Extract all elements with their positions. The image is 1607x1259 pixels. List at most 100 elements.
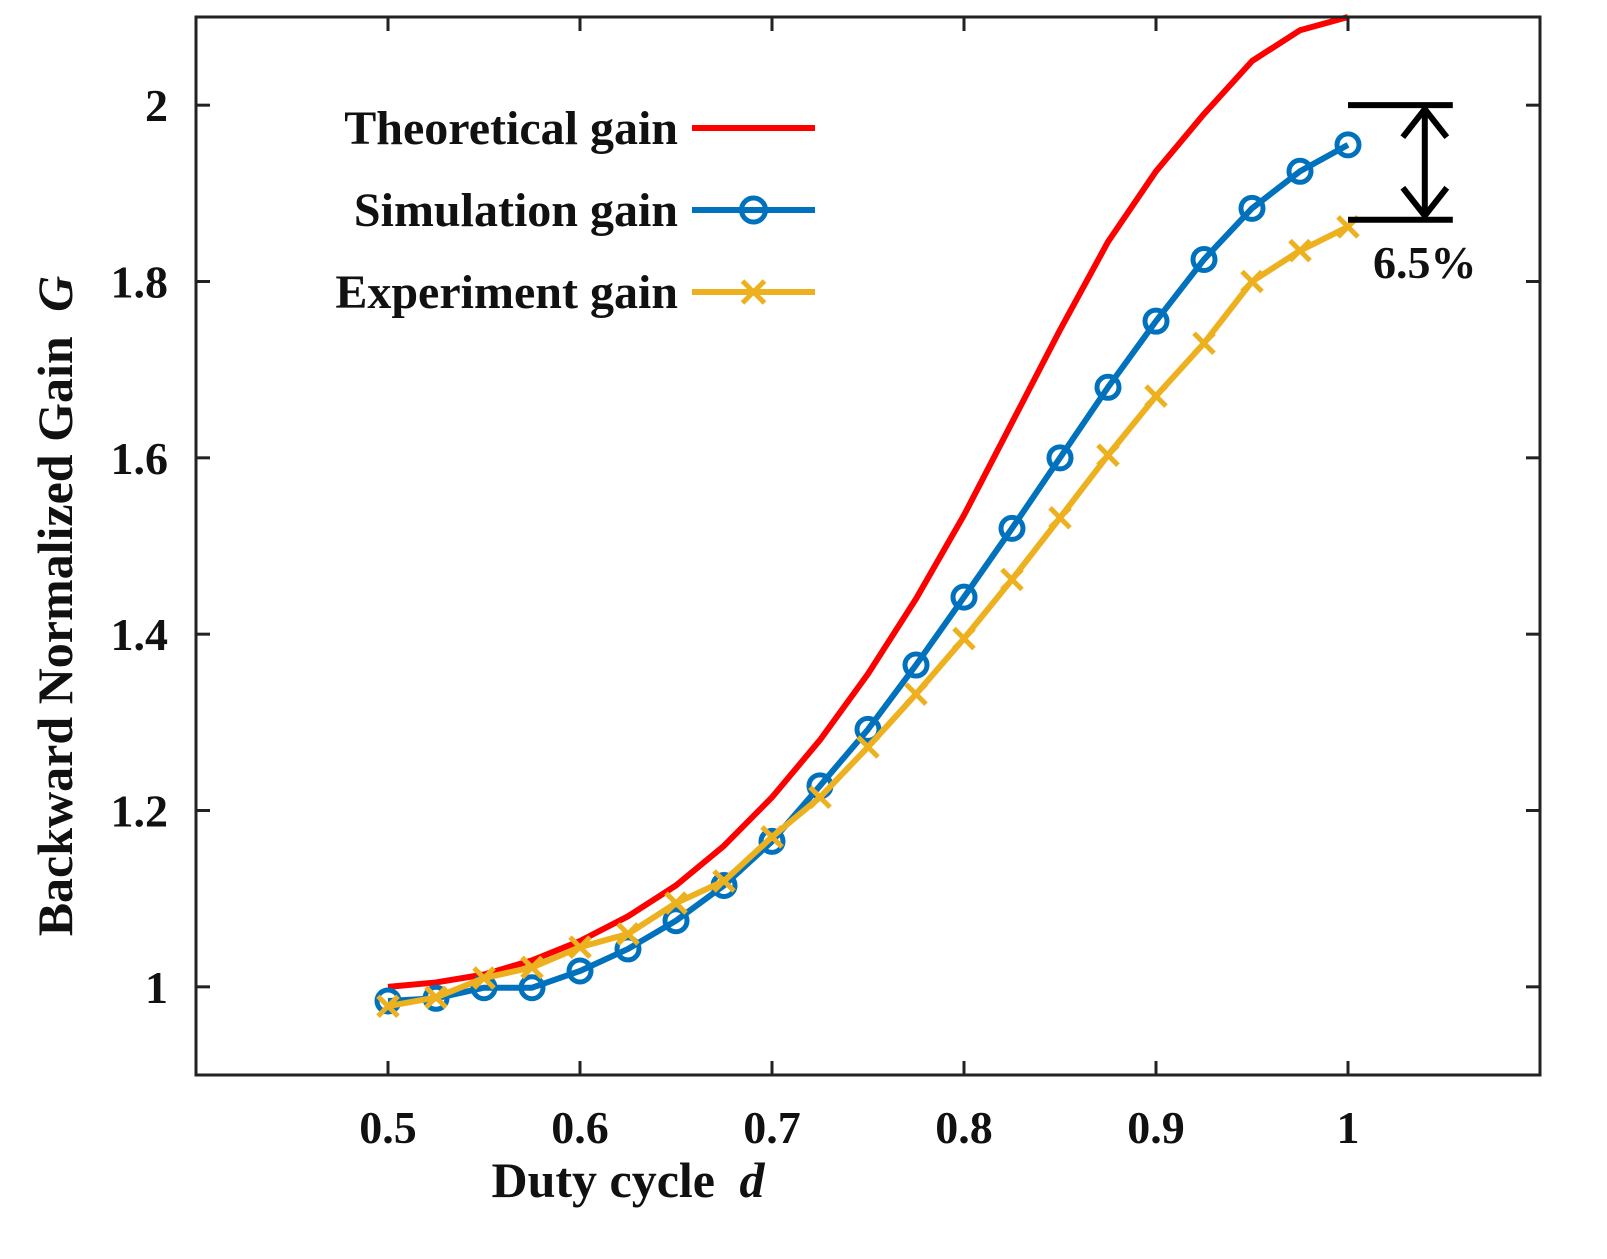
data-point-circle [566,957,594,985]
legend-label: Experiment gain [335,266,678,319]
legend-label: Simulation gain [354,184,678,237]
data-point-circle [1190,245,1218,273]
x-marker-stroke [616,922,640,946]
x-axis-variable: d [740,1152,766,1208]
x-tick-label: 0.8 [935,1102,993,1153]
annotation-layer: 6.5% [1348,102,1477,288]
x-marker-stroke [1288,238,1312,263]
series-experiment-gain [376,215,1360,1018]
annotation-arrowhead-top [1400,104,1450,140]
data-point-x [740,279,767,305]
x-marker-stroke [952,626,976,651]
data-point-x [520,955,544,980]
data-point-x [376,994,400,1018]
annotation-label: 6.5% [1373,237,1477,288]
annotation-arrowhead-bottom [1400,185,1450,221]
x-tick-label: 0.5 [359,1102,417,1153]
data-point-x [1000,567,1024,592]
data-point-circle [1094,373,1122,401]
y-axis-variable: G [27,276,83,312]
legend-entry: Theoretical gain [344,102,815,155]
x-tick-label: 0.7 [743,1102,801,1153]
data-point-circle [1142,307,1170,335]
data-point-circle [1046,444,1074,472]
legend-entry: Experiment gain [335,266,815,319]
legend-label: Theoretical gain [344,102,678,155]
data-point-x [424,985,448,1010]
data-point-x [1096,443,1120,467]
data-point-x [952,626,976,651]
data-point-x [1192,331,1216,355]
data-point-circle [1238,194,1266,222]
data-point-x [1144,384,1168,408]
legend: Theoretical gain Simulation gain Experimen… [335,102,815,319]
data-point-x [808,785,832,810]
x-marker-stroke [568,935,592,959]
x-marker-stroke [712,869,736,893]
x-marker-stroke [1000,567,1024,592]
y-axis-title-text: Backward Normalized Gain [27,336,83,936]
data-point-x [1288,238,1312,263]
x-marker-stroke [664,891,688,915]
series-simulation-gain [374,131,1362,1015]
series-line [387,14,1349,990]
x-axis-title: Duty cycle d [491,1152,765,1208]
data-point-circle [902,651,930,679]
data-point-circle [614,935,642,963]
data-point-circle [950,583,978,611]
x-marker-stroke [808,785,832,810]
x-axis-ticks: 0.5 0.6 0.7 0.8 0.9 1 [359,17,1360,1153]
y-axis-title: Backward Normalized Gain G [27,276,83,937]
data-point-circle [662,907,690,935]
y-tick-label: 1.2 [111,786,169,837]
x-marker-stroke [1096,443,1120,467]
x-marker-stroke [1144,384,1168,408]
data-point-circle [998,514,1026,542]
series-theoretical-gain [387,14,1349,990]
data-point-x [712,869,736,893]
data-point-x [760,825,784,849]
data-point-circle [854,715,882,743]
x-marker-stroke [904,682,928,706]
series-layer [374,14,1362,1018]
data-point-circle [1334,131,1362,159]
data-point-x [472,966,496,990]
x-marker-stroke [856,735,880,759]
legend-entry: Simulation gain [354,184,815,237]
y-tick-label: 1.8 [111,257,169,308]
plot-frame [194,15,1542,1077]
data-point-x [904,682,928,706]
x-tick-label: 1 [1337,1102,1360,1153]
series-line [387,142,1350,1004]
data-point-circle [758,827,786,855]
x-tick-label: 0.9 [1127,1102,1185,1153]
x-tick-label: 0.6 [551,1102,609,1153]
x-marker-stroke [1192,331,1216,355]
data-point-x [1240,269,1264,294]
data-point-x [664,891,688,915]
data-point-circle [374,987,402,1015]
y-tick-label: 1.4 [111,609,169,660]
y-axis-ticks: 1 1.2 1.4 1.6 1.8 2 [111,80,1540,1013]
data-point-circle [739,195,768,225]
y-tick-label: 2 [145,80,168,131]
x-marker-stroke [760,825,784,849]
x-marker-stroke [1048,506,1072,530]
data-point-x [616,922,640,946]
x-axis-title-text: Duty cycle [491,1152,715,1208]
annotation-difference: 6.5% [1348,102,1477,288]
data-point-x [568,935,592,959]
data-point-x [1048,506,1072,530]
x-marker-stroke [424,985,448,1010]
data-point-circle [1286,157,1314,185]
x-marker-stroke [740,279,767,305]
data-point-circle [518,974,546,1002]
x-marker-stroke [520,955,544,980]
data-point-x [856,735,880,759]
x-marker-stroke [472,966,496,990]
x-marker-stroke [1240,269,1264,294]
x-marker-stroke [376,994,400,1018]
y-tick-label: 1 [145,962,168,1013]
